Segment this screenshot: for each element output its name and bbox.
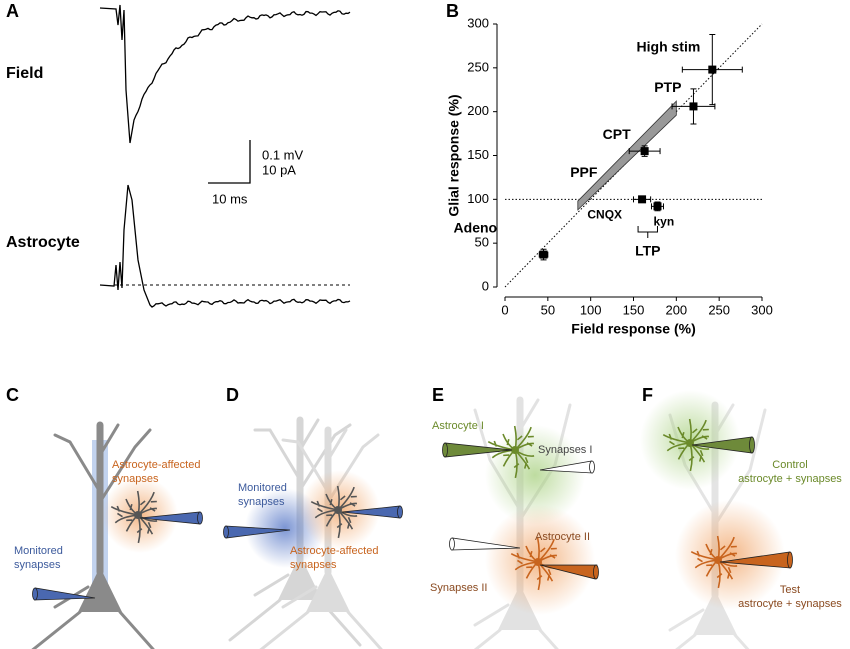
pipette-end (593, 564, 599, 580)
point (653, 202, 662, 211)
point-label: PTP (654, 79, 681, 95)
astrocyte (310, 485, 358, 539)
trace-label: Field (6, 65, 43, 82)
pipette-end (32, 587, 38, 601)
diagram-label: astrocyte + synapses (738, 473, 842, 485)
point (689, 102, 698, 111)
x-tick-label: 300 (751, 302, 773, 317)
pipette-end (449, 537, 455, 551)
point-label: CPT (603, 126, 631, 142)
x-tick-label: 100 (580, 302, 602, 317)
soma (78, 567, 122, 612)
y-tick-label: 150 (467, 147, 489, 162)
dendrite (228, 418, 362, 647)
diagram-label: astrocyte + synapses (738, 598, 842, 610)
point-label: kyn (653, 215, 674, 229)
astrocyte-process (662, 418, 710, 472)
astrocyte (110, 490, 158, 544)
diagram-label: Astrocyte I (432, 420, 484, 432)
y-tick-label: 200 (467, 103, 489, 118)
scale-bar (208, 140, 251, 184)
band-label: PPF (570, 164, 598, 180)
field-trace (99, 4, 351, 144)
diagram-label: synapses (290, 559, 337, 571)
x-axis-label: Field response (%) (571, 321, 695, 337)
panel-letter: E (432, 385, 444, 405)
astrocyte-trace (99, 184, 351, 308)
x-tick-label: 50 (541, 302, 555, 317)
point (708, 65, 717, 74)
pipette-end (397, 505, 403, 519)
diagram-label: Test (780, 584, 800, 596)
scale-label: 0.1 mV (262, 147, 304, 162)
y-tick-label: 0 (482, 278, 489, 293)
y-tick-label: 100 (467, 191, 489, 206)
scale-label: 10 ms (212, 191, 248, 206)
point-label: High stim (637, 38, 701, 54)
group-label: LTP (635, 243, 660, 259)
soma (306, 567, 350, 612)
point-label: CNQX (587, 208, 622, 222)
y-tick-label: 300 (467, 15, 489, 30)
ltp-bracket (637, 226, 658, 238)
diagram-label: Synapses I (538, 444, 592, 456)
neuron (31, 421, 155, 649)
trace-label: Astrocyte (6, 234, 80, 251)
astrocyte-process (487, 425, 535, 479)
scale-label: 10 pA (262, 162, 296, 177)
panel-letter: B (446, 1, 459, 21)
point (539, 250, 548, 259)
y-axis-label: Glial response (%) (446, 94, 462, 216)
pipette-end (442, 442, 448, 458)
panel-letter: D (226, 385, 239, 405)
point-label: Adeno (454, 219, 498, 235)
astrocyte-process (310, 485, 358, 539)
panel-letter: F (642, 385, 653, 405)
diagram-label: Astrocyte-affected (290, 545, 378, 557)
pipette-end (787, 551, 793, 569)
point (638, 195, 647, 204)
diagram-label: Synapses II (430, 582, 487, 594)
x-tick-label: 250 (708, 302, 730, 317)
pipette-end (197, 511, 203, 525)
y-tick-label: 50 (475, 235, 489, 250)
ppf-band (577, 100, 677, 211)
diagram-label: synapses (112, 473, 159, 485)
astrocyte (487, 425, 535, 479)
x-tick-label: 0 (501, 302, 508, 317)
pipette-end (749, 436, 755, 454)
astrocyte-process (110, 490, 158, 544)
astrocyte-process (690, 535, 738, 589)
y-tick-label: 250 (467, 59, 489, 74)
pipette-end (223, 525, 229, 539)
panel-letter: A (6, 1, 19, 21)
diagram-label: synapses (238, 496, 285, 508)
pipette-end (589, 460, 595, 474)
diagram-label: Astrocyte II (535, 531, 590, 543)
diagram-label: Control (772, 459, 807, 471)
diagram-label: Astrocyte-affected (112, 459, 200, 471)
panel-letter: C (6, 385, 19, 405)
x-tick-label: 200 (665, 302, 687, 317)
dendrite (31, 423, 155, 649)
x-tick-label: 150 (623, 302, 645, 317)
soma (693, 590, 737, 635)
diagram-label: Monitored (238, 482, 287, 494)
point (640, 147, 649, 156)
diagram-label: Monitored (14, 545, 63, 557)
diagram-label: synapses (14, 559, 61, 571)
